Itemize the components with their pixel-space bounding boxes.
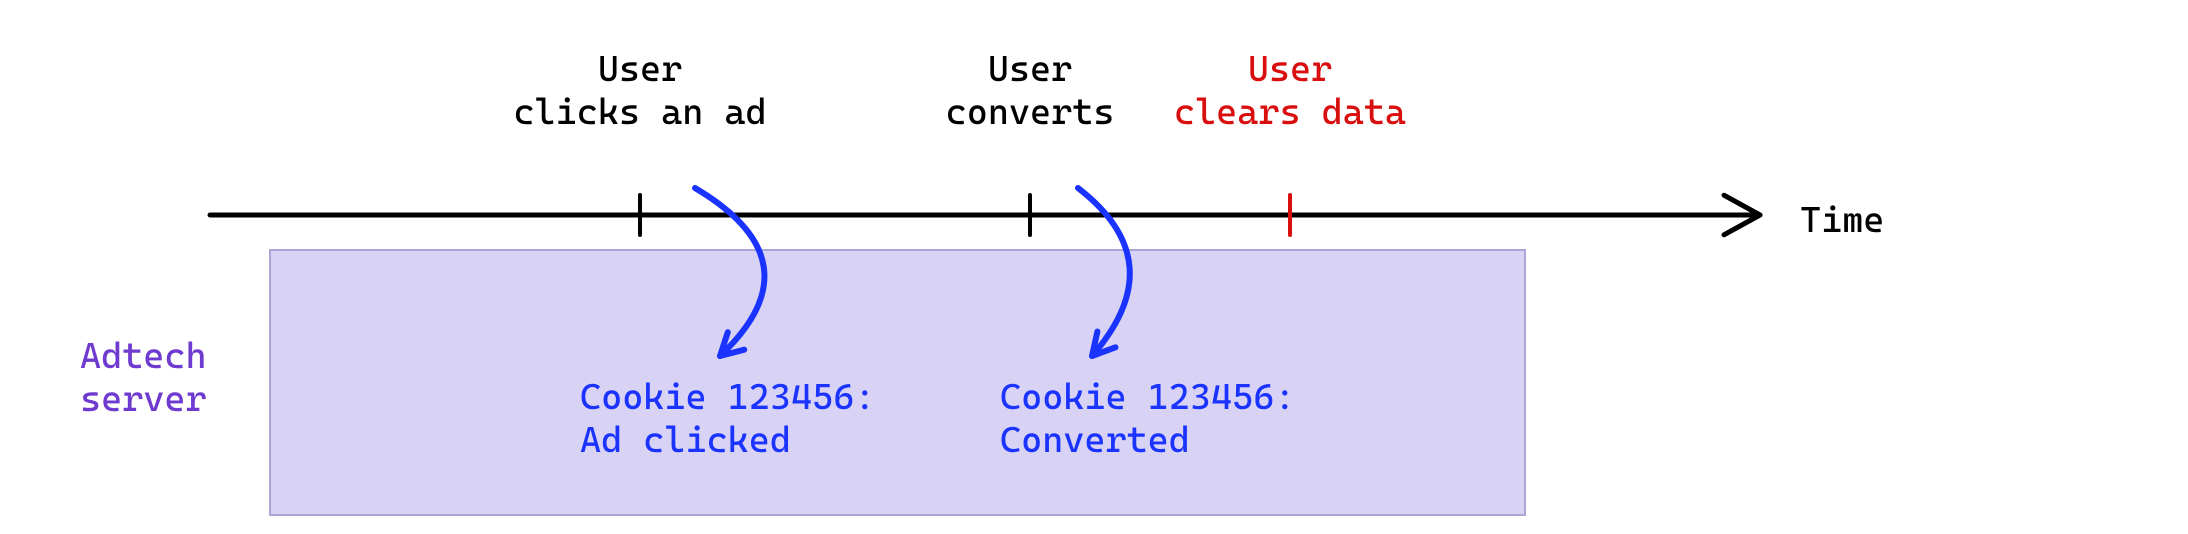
axis-label-time: Time <box>1800 199 1884 242</box>
server-label: Adtech server <box>80 335 207 421</box>
server-entry-click: Cookie 123456: Ad clicked <box>580 376 875 462</box>
server-entry-convert: Cookie 123456: Converted <box>1000 376 1295 462</box>
event-label-convert: User converts <box>946 48 1115 134</box>
event-label-click: User clicks an ad <box>513 48 766 134</box>
server-box <box>270 250 1525 515</box>
diagram-canvas: User clicks an ad User converts User cle… <box>0 0 2188 534</box>
event-label-clear: User clears data <box>1174 48 1406 134</box>
